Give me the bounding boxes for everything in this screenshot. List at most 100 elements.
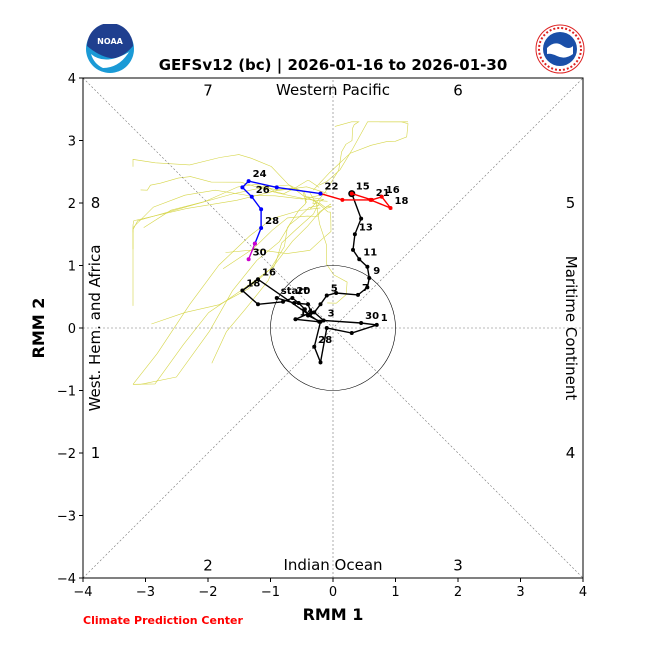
chart-title: GEFSv12 (bc) | 2026-01-16 to 2026-01-30 (159, 56, 508, 75)
day-label: 30 (365, 311, 379, 322)
x-tick-label: 3 (516, 585, 524, 600)
phase-guides (82, 77, 584, 579)
series-point (309, 310, 314, 315)
ensemble-member (211, 198, 324, 364)
unit-circle (270, 265, 396, 391)
series-point (259, 226, 264, 230)
ensemble-member (132, 154, 324, 200)
ensemble-member (313, 121, 409, 191)
ensemble-member (143, 180, 320, 228)
y-axis-label: RMM 2 (29, 298, 48, 359)
y-tick-label: −1 (57, 385, 76, 400)
series-point (312, 310, 317, 315)
x-axis-label: RMM 1 (303, 605, 364, 624)
region-label-bottom: Indian Ocean (283, 556, 382, 574)
ensemble-member (319, 121, 408, 186)
x-tick-label: 4 (579, 585, 587, 600)
ensemble-member (132, 189, 321, 306)
y-tick-label: −3 (57, 510, 76, 525)
series-point (334, 291, 339, 295)
day-label: 16 (386, 185, 400, 196)
phase-label: 8 (91, 194, 101, 212)
series-point (249, 194, 254, 199)
y-tick-label: 3 (68, 135, 76, 150)
series-point (388, 206, 393, 210)
series-point (359, 216, 364, 221)
series-point (252, 241, 257, 246)
series-point (240, 288, 245, 293)
series-point (374, 322, 379, 327)
day-label: start (281, 286, 308, 297)
day-label: 28 (318, 335, 332, 346)
series-point (240, 185, 245, 190)
series-line (247, 243, 256, 260)
x-tick-label: 0 (329, 585, 337, 600)
nws-logo (535, 24, 585, 78)
ensemble-member (309, 121, 360, 210)
y-tick-label: 1 (68, 260, 76, 275)
x-tick-label: −2 (198, 585, 217, 600)
phase-label: 2 (203, 557, 213, 575)
day-label: 18 (246, 279, 260, 290)
phase-labels: 1 2 3 4 5 6 7 8 (91, 82, 576, 575)
series-point (349, 191, 354, 196)
region-label-right: Maritime Continent (562, 256, 580, 401)
y-tick-label: −2 (57, 447, 76, 462)
series-point (368, 197, 373, 202)
series-point (318, 302, 323, 307)
series-point (296, 301, 301, 305)
series-point (365, 285, 370, 290)
x-tick-label: 2 (454, 585, 462, 600)
day-label: 7 (362, 283, 369, 294)
day-label: 15 (356, 182, 370, 193)
series-point (318, 191, 323, 196)
phase-label: 5 (566, 194, 576, 212)
series-point (349, 331, 354, 335)
ensemble-member (132, 203, 332, 385)
series-point (259, 207, 264, 212)
day-label: 22 (325, 182, 339, 193)
y-tick-label: 0 (68, 322, 76, 337)
series-point (318, 319, 323, 324)
series-point (246, 257, 251, 262)
phase-label: 7 (203, 82, 213, 100)
day-label: 11 (363, 247, 377, 258)
series-point (256, 302, 260, 307)
region-label-left: West. Hem. and Africa (86, 245, 104, 412)
day-label: 3 (328, 309, 335, 320)
series-line (241, 180, 321, 244)
series-point (340, 197, 345, 202)
day-label: 30 (253, 247, 267, 258)
ensemble-member (140, 176, 328, 202)
series-point (312, 344, 317, 349)
phase-label: 3 (453, 557, 463, 575)
series-point (290, 296, 295, 300)
y-tick-label: 2 (68, 197, 76, 212)
x-tick-label: −1 (261, 585, 280, 600)
series-point (292, 301, 297, 305)
day-label: 9 (373, 266, 380, 277)
series-point (302, 307, 307, 312)
ensemble-member (132, 207, 321, 385)
day-label: 28 (265, 216, 279, 227)
day-label: 18 (395, 196, 409, 207)
series-point (324, 326, 329, 330)
y-tick-label: 4 (68, 72, 76, 87)
series-point (293, 317, 298, 322)
series-point (351, 247, 355, 252)
region-label-top: Western Pacific (276, 81, 390, 99)
series-point (274, 296, 279, 300)
series-point (365, 264, 370, 269)
series-point (318, 360, 323, 365)
y-tick-label: −4 (57, 572, 76, 587)
series-point (306, 313, 310, 318)
day-label: 5 (331, 284, 338, 295)
day-label: 20 (296, 286, 310, 297)
ensemble-member (308, 190, 348, 304)
series-point (321, 318, 326, 323)
svg-text:NOAA: NOAA (97, 37, 123, 46)
ensemble-member (222, 202, 332, 269)
day-label: 26 (256, 185, 270, 196)
